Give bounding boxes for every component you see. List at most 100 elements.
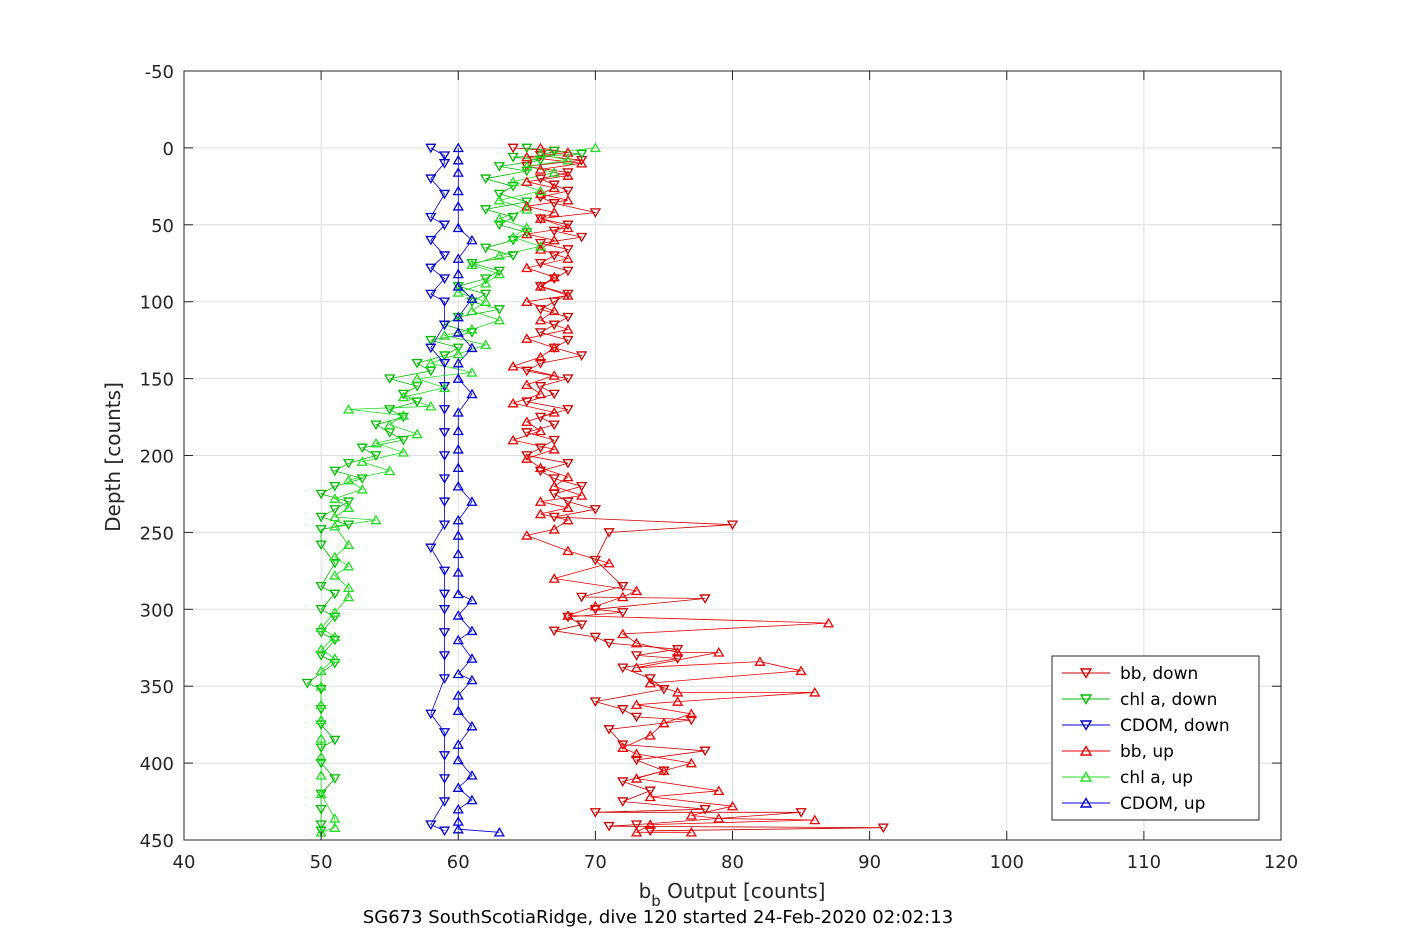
data-point — [452, 690, 464, 700]
series-markers-cdom-down — [425, 143, 451, 837]
data-point — [452, 514, 464, 525]
data-point — [630, 773, 643, 783]
data-point — [521, 451, 533, 461]
data-point — [329, 505, 341, 515]
data-point — [644, 674, 656, 684]
legend-box — [1051, 655, 1260, 821]
series-line-chl-a-up — [320, 147, 596, 833]
data-point — [534, 148, 547, 159]
data-point — [658, 685, 670, 695]
data-point — [672, 654, 684, 664]
y-axis-label: Depth [counts] — [101, 382, 125, 532]
data-point — [534, 155, 547, 166]
data-point — [452, 268, 464, 279]
y-tick-label: 50 — [151, 216, 174, 237]
data-point — [425, 335, 437, 346]
data-point — [562, 324, 574, 334]
data-point — [329, 520, 341, 531]
data-point — [685, 826, 697, 837]
data-point — [438, 405, 451, 415]
data-point — [370, 437, 382, 448]
data-point — [548, 480, 560, 491]
data-point — [438, 774, 451, 784]
data-point — [315, 643, 327, 654]
data-point — [493, 194, 506, 205]
data-point — [452, 373, 464, 383]
data-point — [452, 462, 464, 473]
data-point — [452, 754, 464, 765]
data-point — [548, 297, 560, 308]
data-point — [534, 174, 547, 184]
data-point — [438, 566, 451, 577]
data-point — [397, 447, 410, 457]
data-point — [438, 428, 451, 438]
data-point — [466, 794, 478, 805]
data-point — [562, 194, 574, 205]
data-point — [411, 373, 423, 383]
data-point — [493, 826, 506, 837]
data-point — [562, 170, 574, 180]
data-point — [466, 653, 478, 663]
data-point — [672, 687, 684, 697]
data-point — [438, 826, 451, 837]
data-point — [589, 697, 602, 707]
data-point — [795, 808, 807, 818]
series-markers-bb-up — [507, 142, 835, 837]
data-point — [507, 212, 519, 223]
legend-item: CDOM, up — [1062, 794, 1205, 814]
data-point — [452, 222, 464, 233]
data-point — [699, 804, 711, 815]
data-point — [452, 782, 464, 792]
x-tick-label: 80 — [721, 852, 744, 873]
data-point — [562, 245, 574, 255]
data-point — [548, 370, 560, 380]
data-point — [562, 335, 574, 346]
y-tick-label: 400 — [140, 754, 174, 775]
data-point — [521, 397, 533, 408]
data-point — [452, 154, 464, 165]
data-point — [329, 658, 341, 669]
data-point — [603, 638, 615, 649]
data-point — [466, 367, 478, 377]
data-point — [507, 231, 519, 242]
data-point — [521, 416, 533, 426]
data-point — [589, 555, 602, 566]
data-point — [548, 626, 560, 637]
data-point — [480, 339, 492, 350]
series-line-bb-down — [513, 147, 884, 832]
data-point — [603, 557, 615, 568]
x-axis-label-subscript: b — [651, 892, 661, 910]
data-point — [534, 358, 547, 369]
series-line-cdom-down — [430, 147, 446, 832]
data-point — [329, 482, 341, 492]
data-point — [534, 508, 547, 519]
data-point — [521, 453, 533, 463]
data-point — [452, 201, 464, 211]
data-point — [562, 612, 574, 623]
data-point — [548, 251, 560, 261]
data-point — [493, 189, 506, 200]
data-point — [562, 290, 574, 300]
data-point — [562, 374, 574, 384]
data-point — [603, 528, 615, 538]
data-point — [329, 493, 341, 503]
data-point — [370, 451, 382, 461]
x-tick-label: 90 — [858, 852, 881, 873]
data-point — [534, 328, 547, 338]
data-point — [521, 296, 533, 306]
data-point — [617, 608, 629, 618]
data-point — [315, 581, 327, 592]
data-point — [452, 530, 464, 540]
data-point — [562, 405, 574, 415]
data-point — [507, 251, 519, 261]
data-point — [480, 296, 492, 306]
data-point — [534, 240, 547, 251]
data-point — [576, 149, 588, 160]
data-point — [315, 751, 327, 762]
data-point — [507, 397, 519, 408]
data-point — [699, 746, 711, 757]
data-point — [466, 625, 478, 636]
legend-label: chl a, down — [1120, 690, 1217, 710]
data-point — [342, 404, 355, 414]
data-point — [466, 496, 478, 506]
